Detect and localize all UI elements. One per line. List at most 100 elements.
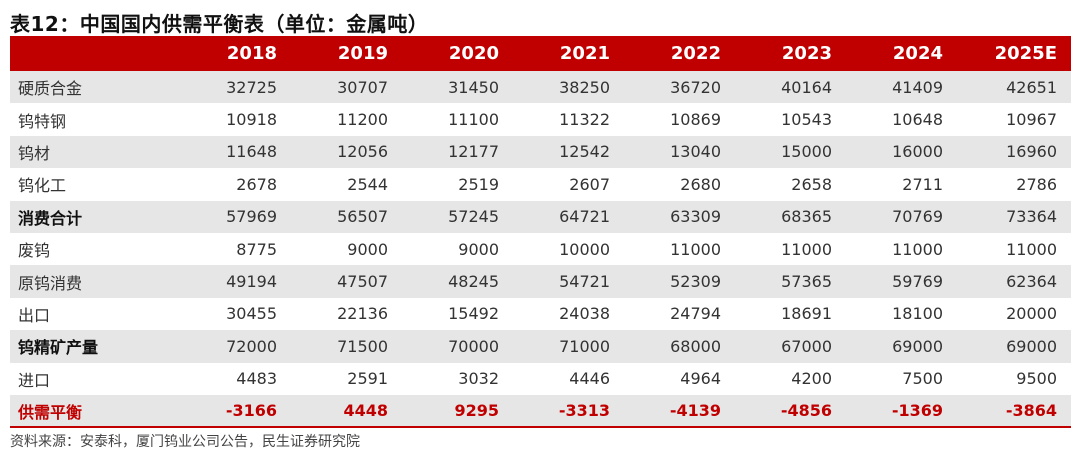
table-cell: 18100 bbox=[892, 304, 943, 324]
table-cell: 57245 bbox=[448, 207, 499, 227]
table-cell: 63309 bbox=[670, 207, 721, 227]
table-cell: 2519 bbox=[458, 174, 499, 194]
table-cell: 15492 bbox=[448, 304, 499, 324]
header-cell-label bbox=[10, 36, 180, 71]
table-cell: 11322 bbox=[559, 110, 610, 130]
table-cell: 11000 bbox=[670, 239, 721, 259]
table-cell: 57365 bbox=[781, 272, 832, 292]
table-cell: 9500 bbox=[1016, 369, 1057, 389]
table-cell: 10648 bbox=[892, 110, 943, 130]
table-cell: 57969 bbox=[226, 207, 277, 227]
table-cell: 2680 bbox=[680, 174, 721, 194]
header-cell-year: 2024 bbox=[892, 43, 943, 64]
table-cell: 69000 bbox=[1006, 336, 1057, 356]
table-row: 钨化工 2678 2544 2519 2607 2680 2658 2711 2786 bbox=[10, 168, 1071, 200]
table-cell: 12177 bbox=[448, 142, 499, 162]
table-cell: -4856 bbox=[780, 401, 832, 421]
row-label: 进口 bbox=[18, 370, 51, 390]
table-cell: 47507 bbox=[337, 272, 388, 292]
row-label: 消费合计 bbox=[18, 208, 83, 228]
table-cell: 16000 bbox=[892, 142, 943, 162]
table-cell: 68000 bbox=[670, 336, 721, 356]
table-cell: 30707 bbox=[337, 77, 388, 97]
table-title: 表12：中国国内供需平衡表（单位：金属吨） bbox=[10, 12, 429, 36]
table-cell: 2658 bbox=[791, 174, 832, 194]
table-cell: 48245 bbox=[448, 272, 499, 292]
table-cell: 9295 bbox=[454, 401, 499, 421]
table-cell: 9000 bbox=[458, 239, 499, 259]
table-cell: 10918 bbox=[226, 110, 277, 130]
table-cell: 41409 bbox=[892, 77, 943, 97]
table-cell: 24794 bbox=[670, 304, 721, 324]
header-cell-year: 2025E bbox=[994, 43, 1057, 64]
header-cell-year: 2019 bbox=[337, 43, 388, 64]
row-label: 出口 bbox=[18, 305, 51, 325]
table-cell: 30455 bbox=[226, 304, 277, 324]
table-cell: 71500 bbox=[337, 336, 388, 356]
table-cell: 38250 bbox=[559, 77, 610, 97]
table-cell: 64721 bbox=[559, 207, 610, 227]
table-cell: 67000 bbox=[781, 336, 832, 356]
table-cell: 31450 bbox=[448, 77, 499, 97]
table-row: 消费合计 57969 56507 57245 64721 63309 68365 70769 7… bbox=[10, 200, 1071, 233]
table-cell: 70000 bbox=[448, 336, 499, 356]
table-cell: 2678 bbox=[236, 174, 277, 194]
table-cell: 12056 bbox=[337, 142, 388, 162]
table-cell: 4446 bbox=[569, 369, 610, 389]
supply-demand-table: 2018 2019 2020 2021 2022 2023 2024 2025E… bbox=[10, 36, 1071, 428]
table-cell: 15000 bbox=[781, 142, 832, 162]
row-label: 钨化工 bbox=[18, 176, 67, 196]
table-cell: 10967 bbox=[1006, 110, 1057, 130]
table-cell: 11000 bbox=[892, 239, 943, 259]
table-cell: 18691 bbox=[781, 304, 832, 324]
table-row: 废钨 8775 9000 9000 10000 11000 11000 11000 11000 bbox=[10, 233, 1071, 265]
table-row: 钨特钢 10918 11200 11100 11322 10869 10543 10648 10… bbox=[10, 103, 1071, 135]
row-label: 硬质合金 bbox=[18, 79, 83, 99]
table-cell: 4483 bbox=[236, 369, 277, 389]
table-cell: 16960 bbox=[1006, 142, 1057, 162]
table-cell: -3166 bbox=[225, 401, 277, 421]
table-cell: 11000 bbox=[781, 239, 832, 259]
row-label: 钨材 bbox=[18, 143, 51, 163]
table-row: 钨精矿产量 72000 71500 70000 71000 68000 67000 69000… bbox=[10, 330, 1071, 363]
table-cell: -3864 bbox=[1005, 401, 1057, 421]
table-cell: 3032 bbox=[458, 369, 499, 389]
source-note: 资料来源：安泰科，厦门钨业公司公告，民生证券研究院 bbox=[10, 434, 360, 450]
table-header-row: 2018 2019 2020 2021 2022 2023 2024 2025E bbox=[10, 36, 1071, 71]
table-cell: 20000 bbox=[1006, 304, 1057, 324]
header-cell-year: 2021 bbox=[559, 43, 610, 64]
table-cell: 11000 bbox=[1006, 239, 1057, 259]
table-cell: 2607 bbox=[569, 174, 610, 194]
header-cell-year: 2018 bbox=[226, 43, 277, 64]
table-row: 出口 30455 22136 15492 24038 24794 18691 18100 200… bbox=[10, 298, 1071, 330]
table-cell: 49194 bbox=[226, 272, 277, 292]
table-cell: -3313 bbox=[558, 401, 610, 421]
table-body: 硬质合金 32725 30707 31450 38250 36720 40164 41409 4… bbox=[10, 71, 1071, 428]
row-label: 钨精矿产量 bbox=[18, 338, 99, 358]
table-cell: 24038 bbox=[559, 304, 610, 324]
table-cell: 54721 bbox=[559, 272, 610, 292]
table-cell: 59769 bbox=[892, 272, 943, 292]
row-label: 原钨消费 bbox=[18, 273, 83, 293]
table-cell: 71000 bbox=[559, 336, 610, 356]
table-cell: 56507 bbox=[337, 207, 388, 227]
table-cell: 69000 bbox=[892, 336, 943, 356]
table-cell: 40164 bbox=[781, 77, 832, 97]
table-row: 进口 4483 2591 3032 4446 4964 4200 7500 9500 bbox=[10, 363, 1071, 395]
row-label: 钨特钢 bbox=[18, 111, 67, 131]
table-cell: -4139 bbox=[669, 401, 721, 421]
table-cell: 72000 bbox=[226, 336, 277, 356]
row-label: 废钨 bbox=[18, 241, 51, 261]
table-cell: 10869 bbox=[670, 110, 721, 130]
table-cell: 68365 bbox=[781, 207, 832, 227]
table-cell: 7500 bbox=[902, 369, 943, 389]
table-cell: 8775 bbox=[236, 239, 277, 259]
header-cell-year: 2023 bbox=[781, 43, 832, 64]
table-cell: 52309 bbox=[670, 272, 721, 292]
table-row: 硬质合金 32725 30707 31450 38250 36720 40164 41409 4… bbox=[10, 71, 1071, 104]
table-cell: 36720 bbox=[670, 77, 721, 97]
table-cell: 11200 bbox=[337, 110, 388, 130]
header-cell-year: 2020 bbox=[448, 43, 499, 64]
header-cell-year: 2022 bbox=[670, 43, 721, 64]
